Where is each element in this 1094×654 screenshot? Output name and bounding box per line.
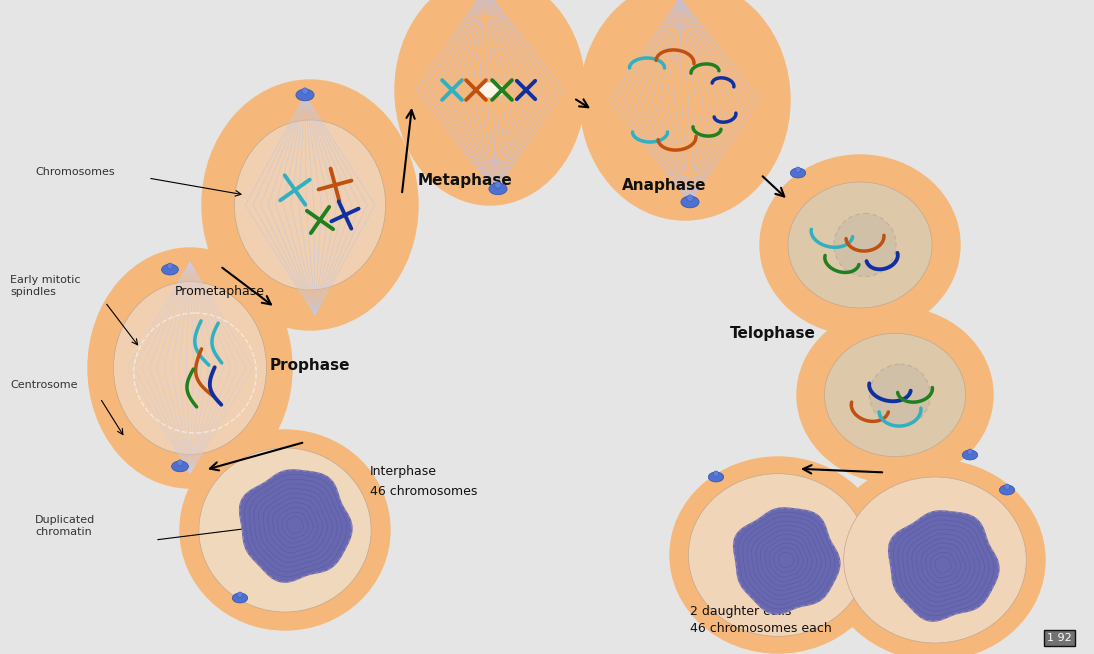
Ellipse shape [1004, 484, 1010, 489]
Ellipse shape [967, 449, 973, 455]
Ellipse shape [680, 196, 699, 208]
Ellipse shape [167, 263, 173, 269]
Text: 1 92: 1 92 [1047, 633, 1072, 643]
Ellipse shape [489, 183, 508, 195]
Ellipse shape [825, 334, 966, 456]
Polygon shape [240, 470, 352, 582]
Text: Interphase: Interphase [370, 465, 437, 478]
Ellipse shape [295, 89, 314, 101]
Ellipse shape [395, 0, 585, 205]
Ellipse shape [237, 592, 243, 598]
Ellipse shape [162, 264, 178, 275]
Ellipse shape [790, 168, 805, 178]
Ellipse shape [88, 248, 292, 488]
Ellipse shape [232, 593, 247, 603]
Ellipse shape [670, 457, 886, 653]
Text: Early mitotic
spindles: Early mitotic spindles [10, 275, 81, 297]
Text: 46 chromosomes: 46 chromosomes [370, 485, 477, 498]
Ellipse shape [172, 461, 188, 472]
Text: Duplicated
chromatin: Duplicated chromatin [35, 515, 95, 537]
Ellipse shape [834, 213, 896, 277]
Ellipse shape [688, 473, 868, 636]
Text: Chromosomes: Chromosomes [35, 167, 115, 177]
Ellipse shape [788, 182, 932, 308]
Text: Prophase: Prophase [270, 358, 350, 373]
Ellipse shape [963, 450, 978, 460]
Ellipse shape [687, 195, 694, 201]
Text: 46 chromosomes each: 46 chromosomes each [690, 622, 831, 635]
Ellipse shape [234, 120, 385, 290]
Ellipse shape [181, 430, 389, 630]
Ellipse shape [475, 82, 505, 97]
Ellipse shape [713, 471, 719, 477]
Polygon shape [734, 508, 840, 614]
Ellipse shape [760, 155, 961, 335]
Ellipse shape [199, 448, 371, 612]
Text: Anaphase: Anaphase [622, 178, 707, 193]
Ellipse shape [843, 477, 1026, 643]
Ellipse shape [114, 282, 267, 455]
Polygon shape [888, 511, 999, 621]
Text: Telophase: Telophase [730, 326, 816, 341]
Ellipse shape [999, 485, 1015, 495]
Ellipse shape [798, 307, 993, 483]
Ellipse shape [202, 80, 418, 330]
Text: Centrosome: Centrosome [10, 380, 78, 390]
Ellipse shape [494, 182, 501, 188]
Text: Prometaphase: Prometaphase [175, 285, 265, 298]
Ellipse shape [302, 88, 309, 94]
Text: Metaphase: Metaphase [418, 173, 513, 188]
Text: 2 daughter cells: 2 daughter cells [690, 605, 791, 618]
Ellipse shape [870, 364, 930, 426]
Ellipse shape [580, 0, 790, 220]
Ellipse shape [795, 167, 801, 173]
Ellipse shape [708, 472, 724, 482]
Ellipse shape [177, 460, 183, 466]
Ellipse shape [825, 460, 1045, 654]
